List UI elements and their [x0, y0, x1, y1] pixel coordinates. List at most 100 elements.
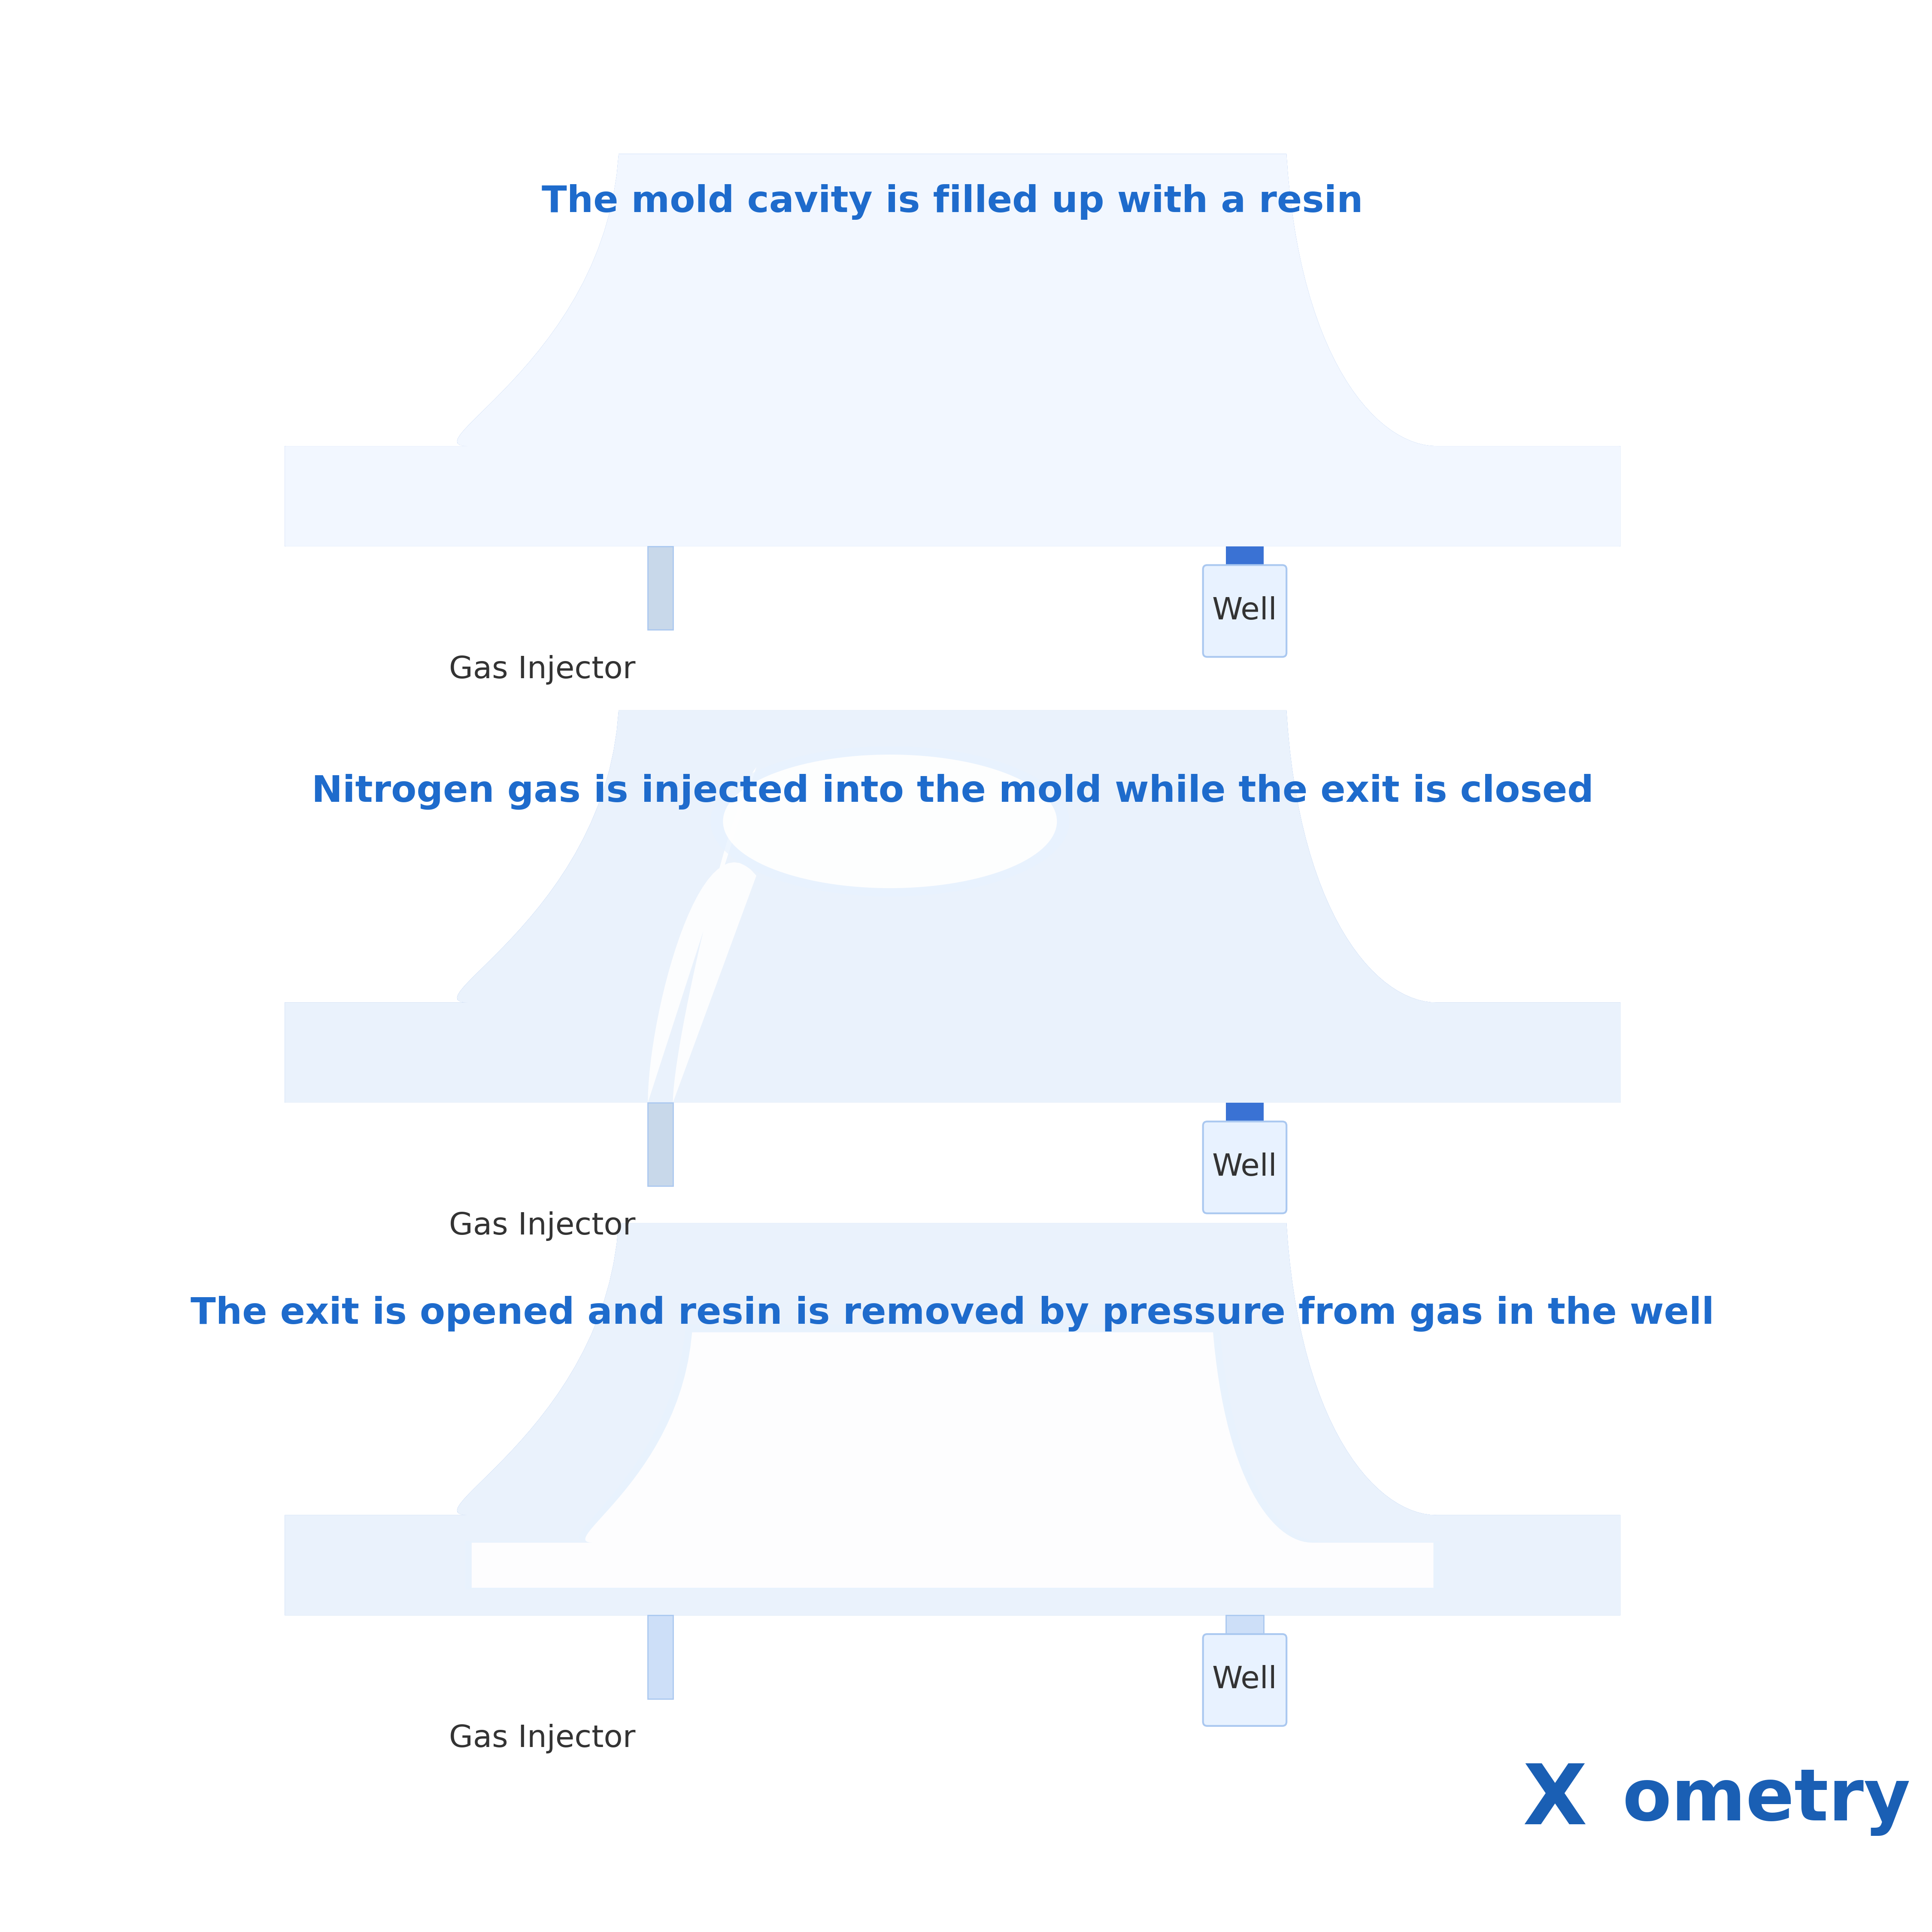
PathPatch shape [466, 1323, 1439, 1590]
PathPatch shape [305, 717, 1600, 1101]
PathPatch shape [298, 715, 1609, 1101]
PathPatch shape [294, 156, 1611, 545]
PathPatch shape [288, 155, 1617, 547]
Bar [1227, 1615, 1264, 1638]
PathPatch shape [317, 1235, 1588, 1613]
PathPatch shape [317, 721, 1588, 1101]
PathPatch shape [298, 1227, 1609, 1615]
PathPatch shape [307, 1231, 1598, 1613]
PathPatch shape [299, 715, 1605, 1101]
PathPatch shape [311, 1233, 1594, 1613]
PathPatch shape [292, 1225, 1615, 1615]
PathPatch shape [298, 158, 1607, 545]
Bar [647, 1103, 672, 1186]
PathPatch shape [298, 715, 1607, 1101]
PathPatch shape [284, 711, 1621, 1103]
PathPatch shape [301, 158, 1605, 545]
PathPatch shape [292, 1225, 1613, 1615]
PathPatch shape [307, 162, 1598, 545]
PathPatch shape [299, 1229, 1605, 1613]
PathPatch shape [288, 155, 1617, 547]
Text: Nitrogen gas is injected into the mold while the exit is closed: Nitrogen gas is injected into the mold w… [311, 775, 1594, 810]
PathPatch shape [471, 1333, 1434, 1588]
PathPatch shape [286, 1223, 1619, 1615]
PathPatch shape [292, 713, 1615, 1103]
PathPatch shape [301, 1229, 1604, 1613]
PathPatch shape [307, 162, 1598, 545]
PathPatch shape [315, 164, 1590, 545]
PathPatch shape [305, 160, 1600, 545]
PathPatch shape [298, 1227, 1607, 1615]
PathPatch shape [319, 164, 1586, 543]
PathPatch shape [311, 1231, 1596, 1613]
PathPatch shape [292, 713, 1613, 1101]
PathPatch shape [307, 1231, 1598, 1613]
PathPatch shape [317, 721, 1588, 1099]
PathPatch shape [299, 715, 1605, 1101]
PathPatch shape [292, 1225, 1613, 1615]
PathPatch shape [296, 158, 1609, 545]
PathPatch shape [311, 162, 1596, 545]
PathPatch shape [309, 162, 1596, 545]
PathPatch shape [288, 155, 1619, 547]
PathPatch shape [305, 1231, 1600, 1613]
PathPatch shape [290, 713, 1615, 1103]
PathPatch shape [296, 1227, 1609, 1615]
PathPatch shape [296, 156, 1609, 545]
Text: Well: Well [1211, 1665, 1277, 1694]
PathPatch shape [317, 1235, 1588, 1613]
PathPatch shape [305, 717, 1600, 1101]
PathPatch shape [307, 719, 1598, 1101]
PathPatch shape [288, 155, 1617, 547]
PathPatch shape [294, 1227, 1611, 1615]
Text: Gas Injector: Gas Injector [448, 1211, 636, 1240]
PathPatch shape [299, 1229, 1605, 1615]
PathPatch shape [299, 158, 1605, 545]
PathPatch shape [317, 164, 1588, 545]
PathPatch shape [315, 1233, 1590, 1613]
PathPatch shape [294, 156, 1611, 545]
PathPatch shape [305, 160, 1600, 545]
PathPatch shape [309, 162, 1596, 545]
Text: ometry: ometry [1623, 1766, 1911, 1835]
PathPatch shape [315, 164, 1590, 545]
PathPatch shape [317, 164, 1588, 543]
PathPatch shape [311, 162, 1594, 545]
PathPatch shape [284, 1223, 1621, 1615]
PathPatch shape [292, 156, 1613, 545]
PathPatch shape [298, 158, 1607, 545]
PathPatch shape [286, 1223, 1619, 1615]
PathPatch shape [317, 1235, 1588, 1613]
PathPatch shape [290, 156, 1615, 547]
PathPatch shape [299, 1227, 1605, 1615]
PathPatch shape [311, 1233, 1594, 1613]
PathPatch shape [311, 719, 1594, 1101]
PathPatch shape [319, 721, 1586, 1099]
PathPatch shape [292, 713, 1613, 1101]
PathPatch shape [309, 1231, 1596, 1613]
PathPatch shape [313, 164, 1592, 545]
Text: The exit is opened and resin is removed by pressure from gas in the well: The exit is opened and resin is removed … [191, 1296, 1714, 1331]
PathPatch shape [315, 1233, 1590, 1613]
PathPatch shape [319, 1235, 1586, 1613]
PathPatch shape [301, 160, 1604, 545]
PathPatch shape [292, 713, 1613, 1101]
PathPatch shape [313, 721, 1592, 1101]
PathPatch shape [290, 155, 1615, 547]
PathPatch shape [303, 1229, 1602, 1613]
PathPatch shape [307, 719, 1598, 1101]
Bar [1227, 1103, 1264, 1126]
PathPatch shape [301, 1229, 1604, 1613]
PathPatch shape [288, 711, 1619, 1103]
PathPatch shape [305, 1231, 1600, 1613]
PathPatch shape [311, 719, 1594, 1101]
PathPatch shape [307, 719, 1598, 1101]
PathPatch shape [317, 721, 1588, 1101]
PathPatch shape [313, 164, 1592, 545]
Bar [1227, 547, 1264, 570]
PathPatch shape [309, 719, 1596, 1101]
PathPatch shape [301, 717, 1604, 1101]
PathPatch shape [296, 1227, 1609, 1615]
Polygon shape [647, 767, 755, 1103]
PathPatch shape [303, 717, 1602, 1101]
